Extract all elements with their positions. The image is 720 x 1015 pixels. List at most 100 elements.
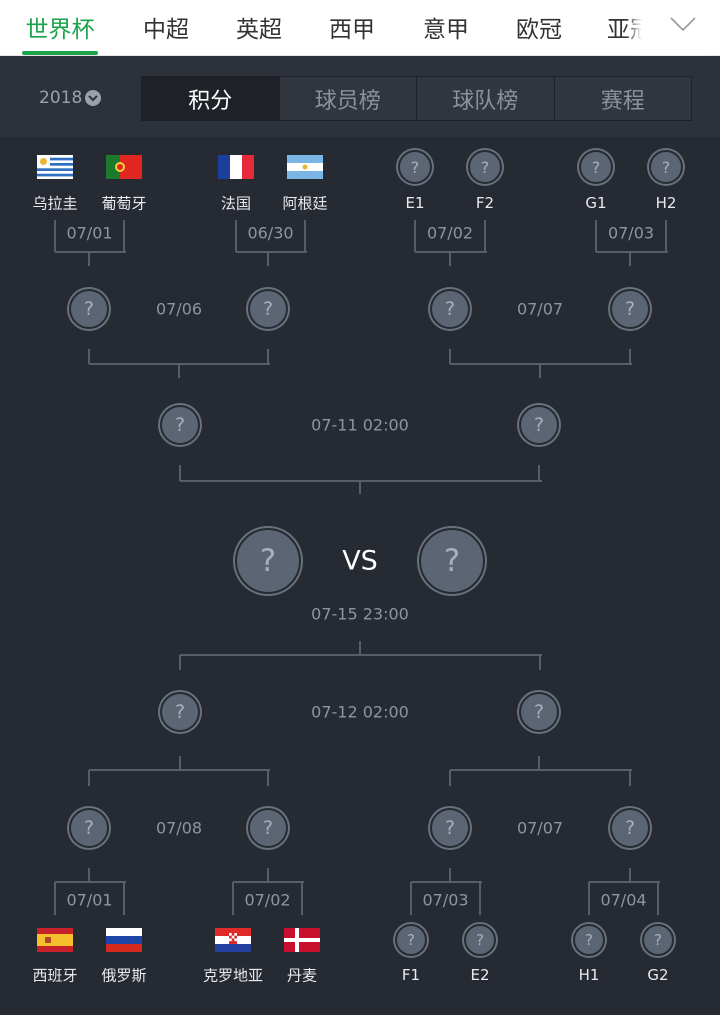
team-name: E1 bbox=[405, 194, 425, 212]
bracket-line bbox=[414, 220, 416, 252]
tab-3[interactable]: 赛程 bbox=[553, 77, 691, 120]
bracket-line bbox=[359, 481, 361, 494]
unknown-team-icon[interactable]: ? bbox=[610, 808, 650, 848]
unknown-team-icon[interactable]: ? bbox=[468, 150, 502, 184]
bracket-line bbox=[415, 251, 487, 253]
bracket-line bbox=[449, 349, 451, 364]
unknown-team-icon[interactable]: ? bbox=[610, 289, 650, 329]
nav-item-4[interactable]: 意甲 bbox=[423, 17, 469, 43]
match-date: 07/01 bbox=[66, 890, 113, 910]
team-name: 西班牙 bbox=[32, 966, 78, 985]
unknown-team-icon[interactable]: ? bbox=[519, 692, 559, 732]
bracket-line bbox=[89, 769, 270, 771]
unknown-finalist-icon[interactable]: ? bbox=[235, 528, 301, 594]
bracket-line bbox=[236, 251, 307, 253]
flag-spain-icon[interactable] bbox=[37, 928, 73, 952]
unknown-team-icon[interactable]: ? bbox=[69, 289, 109, 329]
bracket-line bbox=[235, 220, 237, 252]
bracket-line bbox=[180, 480, 542, 482]
bracket-line bbox=[267, 252, 269, 266]
chevron-down-icon bbox=[85, 90, 102, 106]
bracket-line bbox=[123, 882, 125, 915]
more-leagues-button[interactable] bbox=[642, 0, 720, 52]
bracket-line bbox=[589, 881, 660, 883]
tab-0[interactable]: 积分 bbox=[142, 77, 279, 120]
tab-2[interactable]: 球队榜 bbox=[416, 77, 554, 120]
bracket-line bbox=[539, 364, 541, 378]
nav-item-2[interactable]: 英超 bbox=[236, 17, 282, 43]
team-name: G1 bbox=[585, 194, 607, 212]
team-name: H1 bbox=[578, 966, 600, 984]
bracket-line bbox=[629, 252, 631, 266]
flag-denmark-icon[interactable] bbox=[284, 928, 320, 952]
bracket-line bbox=[301, 882, 303, 915]
bracket-line bbox=[179, 655, 181, 670]
bracket-line bbox=[180, 654, 542, 656]
match-date: 07-12 02:00 bbox=[311, 702, 409, 722]
bracket-line bbox=[88, 349, 90, 364]
bracket-line bbox=[657, 882, 659, 915]
nav-item-0[interactable]: 世界杯 bbox=[25, 17, 95, 43]
flag-uruguay-icon[interactable] bbox=[37, 155, 73, 179]
bracket-line bbox=[450, 363, 632, 365]
bracket-line bbox=[88, 868, 90, 882]
unknown-finalist-icon[interactable]: ? bbox=[419, 528, 485, 594]
flag-portugal-icon[interactable] bbox=[106, 155, 142, 179]
team-name: H2 bbox=[655, 194, 677, 212]
bracket-line bbox=[123, 220, 125, 252]
unknown-team-icon[interactable]: ? bbox=[464, 924, 496, 956]
tab-1[interactable]: 球员榜 bbox=[278, 77, 416, 120]
bracket-line bbox=[359, 641, 361, 655]
match-date: 07/03 bbox=[422, 890, 469, 910]
unknown-team-icon[interactable]: ? bbox=[248, 289, 288, 329]
unknown-team-icon[interactable]: ? bbox=[573, 924, 605, 956]
league-nav: 世界杯 中超 英超 西甲 意甲 欧冠 亚冠 bbox=[0, 0, 720, 56]
bracket-line bbox=[55, 251, 126, 253]
team-name: F2 bbox=[475, 194, 495, 212]
bracket-line bbox=[479, 882, 481, 915]
match-date: 07/06 bbox=[155, 299, 203, 319]
team-name: 阿根廷 bbox=[282, 194, 328, 213]
bracket-line bbox=[595, 220, 597, 252]
unknown-team-icon[interactable]: ? bbox=[69, 808, 109, 848]
nav-item-5[interactable]: 欧冠 bbox=[516, 17, 562, 43]
team-name: E2 bbox=[470, 966, 490, 984]
unknown-team-icon[interactable]: ? bbox=[642, 924, 674, 956]
flag-russia-icon[interactable] bbox=[106, 928, 142, 952]
bracket-line bbox=[629, 770, 631, 786]
flag-france-icon[interactable] bbox=[218, 155, 254, 179]
flag-croatia-icon[interactable] bbox=[215, 928, 251, 952]
bracket-line bbox=[267, 770, 269, 786]
bracket-line bbox=[449, 770, 451, 786]
unknown-team-icon[interactable]: ? bbox=[579, 150, 613, 184]
unknown-team-icon[interactable]: ? bbox=[395, 924, 427, 956]
active-tab-indicator bbox=[22, 51, 98, 55]
bracket-line bbox=[450, 769, 632, 771]
bracket-line bbox=[54, 220, 56, 252]
bracket-line bbox=[449, 868, 451, 882]
flag-argentina-icon[interactable] bbox=[287, 155, 323, 179]
bracket-line bbox=[179, 756, 181, 770]
bracket-line bbox=[596, 251, 668, 253]
nav-item-1[interactable]: 中超 bbox=[143, 17, 189, 43]
unknown-team-icon[interactable]: ? bbox=[649, 150, 683, 184]
bracket-line bbox=[449, 252, 451, 266]
bracket-line bbox=[179, 465, 181, 481]
match-date: 07/02 bbox=[426, 223, 474, 243]
team-name: G2 bbox=[647, 966, 669, 984]
match-date: 06/30 bbox=[247, 223, 294, 243]
unknown-team-icon[interactable]: ? bbox=[160, 405, 200, 445]
unknown-team-icon[interactable]: ? bbox=[430, 808, 470, 848]
year-selector[interactable]: 2018 bbox=[39, 88, 102, 108]
bracket-line bbox=[55, 881, 126, 883]
unknown-team-icon[interactable]: ? bbox=[519, 405, 559, 445]
bracket-line bbox=[411, 881, 482, 883]
unknown-team-icon[interactable]: ? bbox=[248, 808, 288, 848]
bracket-line bbox=[88, 770, 90, 786]
match-date: 07/04 bbox=[600, 890, 647, 910]
unknown-team-icon[interactable]: ? bbox=[160, 692, 200, 732]
team-name: 俄罗斯 bbox=[101, 966, 147, 985]
unknown-team-icon[interactable]: ? bbox=[430, 289, 470, 329]
nav-item-3[interactable]: 西甲 bbox=[329, 17, 375, 43]
unknown-team-icon[interactable]: ? bbox=[398, 150, 432, 184]
